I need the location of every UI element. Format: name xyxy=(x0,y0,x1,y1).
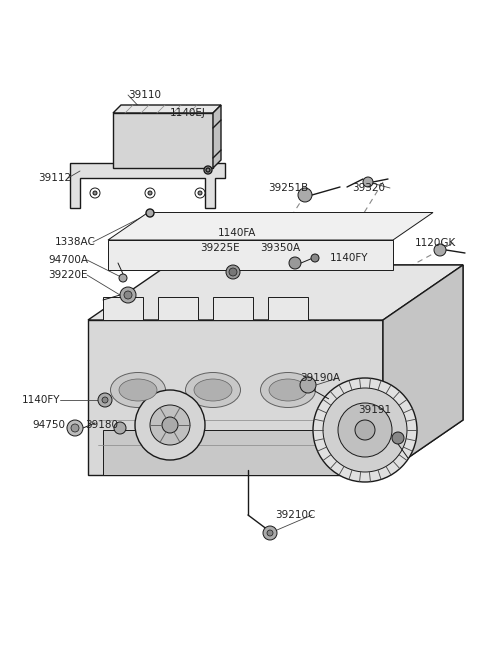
Circle shape xyxy=(289,257,301,269)
Circle shape xyxy=(229,268,237,276)
Circle shape xyxy=(135,390,205,460)
Circle shape xyxy=(120,287,136,303)
Text: 39251B: 39251B xyxy=(268,183,308,193)
Circle shape xyxy=(323,388,407,472)
Polygon shape xyxy=(103,430,368,475)
Circle shape xyxy=(311,254,319,262)
Circle shape xyxy=(313,378,417,482)
Polygon shape xyxy=(158,297,198,320)
Polygon shape xyxy=(108,240,393,270)
Polygon shape xyxy=(383,265,463,475)
Ellipse shape xyxy=(269,379,307,401)
Circle shape xyxy=(206,168,210,172)
Circle shape xyxy=(338,403,392,457)
Text: 39210C: 39210C xyxy=(275,510,315,520)
Polygon shape xyxy=(103,297,143,320)
Text: 1120GK: 1120GK xyxy=(415,238,456,248)
Circle shape xyxy=(263,526,277,540)
Circle shape xyxy=(162,417,178,433)
Circle shape xyxy=(102,397,108,403)
Circle shape xyxy=(119,274,127,282)
Circle shape xyxy=(114,422,126,434)
Circle shape xyxy=(98,393,112,407)
Circle shape xyxy=(204,166,212,174)
Circle shape xyxy=(67,420,83,436)
Text: 39190A: 39190A xyxy=(300,373,340,383)
Circle shape xyxy=(392,432,404,444)
Text: 94750: 94750 xyxy=(32,420,65,430)
Ellipse shape xyxy=(110,373,166,407)
Circle shape xyxy=(267,530,273,536)
Text: 1140FA: 1140FA xyxy=(218,228,256,238)
Text: 1140FY: 1140FY xyxy=(22,395,60,405)
Circle shape xyxy=(93,191,97,195)
Text: 39180: 39180 xyxy=(85,420,118,430)
Circle shape xyxy=(434,244,446,256)
Text: 1338AC: 1338AC xyxy=(55,237,96,247)
Circle shape xyxy=(198,191,202,195)
Polygon shape xyxy=(213,297,253,320)
Circle shape xyxy=(124,291,132,299)
Polygon shape xyxy=(113,105,221,113)
Text: 39350A: 39350A xyxy=(260,243,300,253)
Text: 39112: 39112 xyxy=(38,173,71,183)
Circle shape xyxy=(363,177,373,187)
Text: 39320: 39320 xyxy=(352,183,385,193)
Circle shape xyxy=(148,191,152,195)
Polygon shape xyxy=(70,163,225,208)
Polygon shape xyxy=(88,265,463,320)
Circle shape xyxy=(226,265,240,279)
Circle shape xyxy=(150,405,190,445)
Circle shape xyxy=(71,424,79,432)
Circle shape xyxy=(90,188,100,198)
Polygon shape xyxy=(108,212,433,240)
Circle shape xyxy=(300,377,316,393)
Ellipse shape xyxy=(119,379,157,401)
Text: 39191: 39191 xyxy=(358,405,391,415)
Polygon shape xyxy=(88,320,383,475)
Text: 39225E: 39225E xyxy=(200,243,240,253)
Ellipse shape xyxy=(261,373,315,407)
Text: 94700A: 94700A xyxy=(48,255,88,265)
Polygon shape xyxy=(113,113,213,168)
Circle shape xyxy=(298,188,312,202)
Circle shape xyxy=(355,420,375,440)
Ellipse shape xyxy=(185,373,240,407)
Circle shape xyxy=(146,209,154,217)
Polygon shape xyxy=(383,265,463,475)
Circle shape xyxy=(145,188,155,198)
Ellipse shape xyxy=(194,379,232,401)
Text: 39220E: 39220E xyxy=(48,270,87,280)
Circle shape xyxy=(195,188,205,198)
Polygon shape xyxy=(268,297,308,320)
Text: 1140EJ: 1140EJ xyxy=(170,108,206,118)
Text: 39110: 39110 xyxy=(128,90,161,100)
Text: 1140FY: 1140FY xyxy=(330,253,369,263)
Polygon shape xyxy=(213,105,221,168)
